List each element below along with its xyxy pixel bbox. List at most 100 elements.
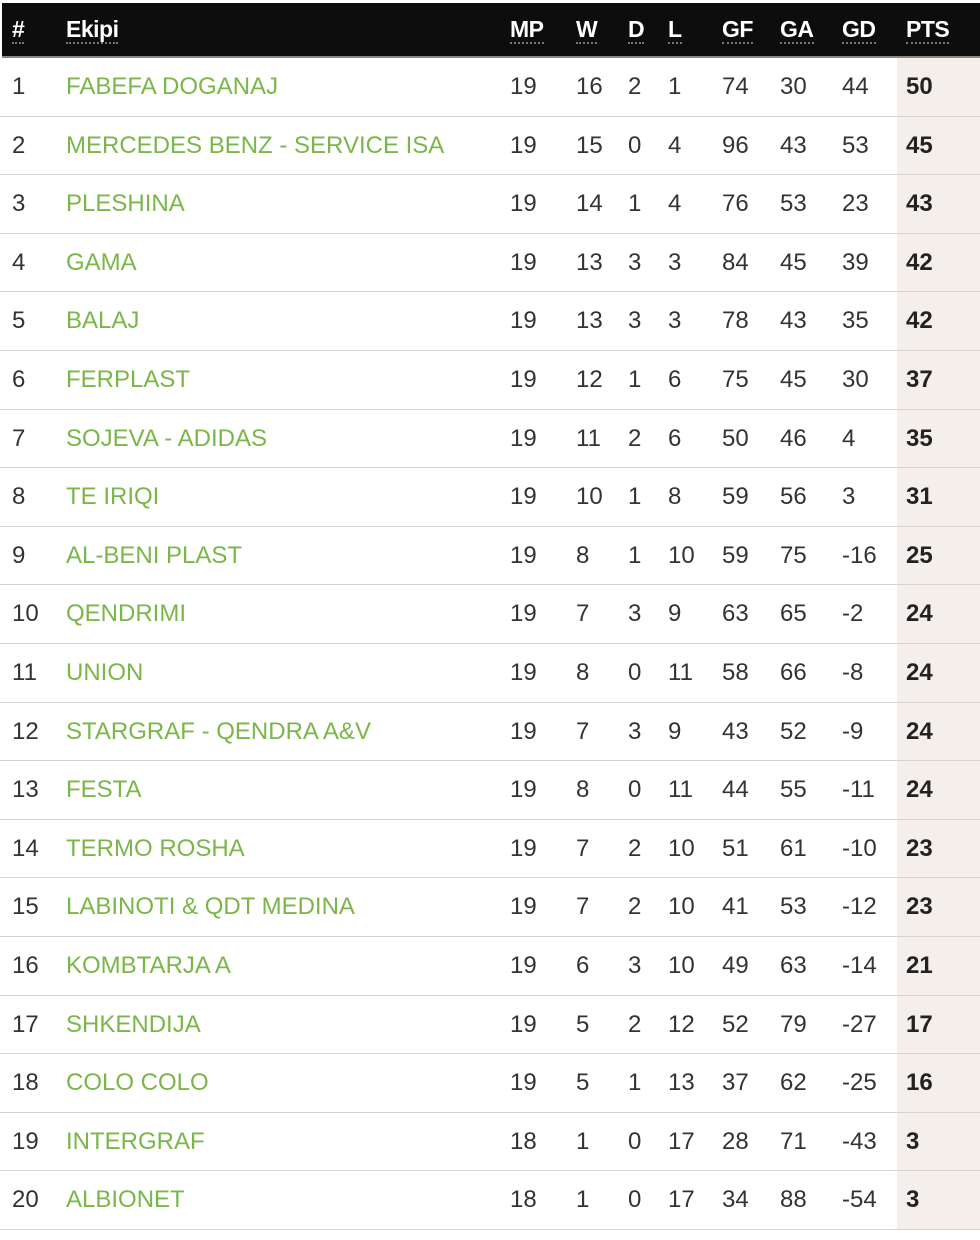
header-pts[interactable]: PTS (906, 16, 950, 44)
team-name[interactable]: PLESHINA (66, 190, 185, 218)
team-name[interactable]: STARGRAF - QENDRA A&V (66, 717, 371, 745)
team-name[interactable]: MERCEDES BENZ - SERVICE ISA (66, 131, 445, 159)
position: 13 (12, 776, 39, 804)
table-row: 7 SOJEVA - ADIDAS 19 11 2 6 50 46 4 35 (0, 410, 980, 469)
losses: 4 (668, 131, 682, 159)
table-row: 16 KOMBTARJA A 19 6 3 10 49 63 -14 21 (0, 937, 980, 996)
wins: 8 (576, 659, 590, 686)
matches-played: 19 (510, 131, 537, 159)
losses: 1 (668, 73, 682, 100)
header-l[interactable]: L (668, 16, 682, 44)
goals-for: 49 (722, 952, 749, 979)
goals-against: 43 (780, 307, 807, 335)
team-name[interactable]: FABEFA DOGANAJ (66, 73, 279, 100)
matches-played: 18 (510, 1127, 537, 1155)
losses: 9 (668, 600, 682, 628)
draws: 1 (628, 190, 642, 218)
position: 9 (12, 541, 26, 569)
table-row: 3 PLESHINA 19 14 1 4 76 53 23 43 (0, 175, 980, 234)
team-name[interactable]: SHKENDIJA (66, 1010, 201, 1038)
wins: 7 (576, 717, 590, 745)
table-row: 2 MERCEDES BENZ - SERVICE ISA 19 15 0 4 96 43 53… (0, 117, 980, 176)
team-name[interactable]: GAMA (66, 248, 137, 276)
matches-played: 18 (510, 1186, 537, 1214)
points: 23 (906, 893, 933, 921)
matches-played: 19 (510, 1010, 537, 1038)
header-gd[interactable]: GD (842, 16, 876, 44)
header-d[interactable]: D (628, 16, 645, 44)
header-position[interactable]: # (12, 16, 25, 44)
losses: 6 (668, 424, 682, 452)
goal-difference: 3 (842, 483, 856, 511)
team-name[interactable]: AL-BENI PLAST (66, 541, 243, 569)
wins: 13 (576, 307, 603, 335)
goals-against: 66 (780, 659, 807, 686)
goals-against: 63 (780, 952, 807, 979)
goal-difference: 44 (842, 73, 869, 100)
position: 8 (12, 483, 26, 511)
goals-against: 43 (780, 131, 807, 159)
goals-against: 45 (780, 366, 807, 393)
goals-for: 51 (722, 834, 749, 862)
draws: 0 (628, 131, 642, 159)
goals-against: 55 (780, 776, 807, 804)
team-name[interactable]: KOMBTARJA A (66, 952, 231, 979)
goals-against: 71 (780, 1127, 807, 1155)
points: 23 (906, 834, 933, 862)
draws: 0 (628, 776, 642, 804)
table-row: 19 INTERGRAF 18 1 0 17 28 71 -43 3 (0, 1113, 980, 1172)
goals-against: 88 (780, 1186, 807, 1214)
team-name[interactable]: TE IRIQI (66, 483, 160, 511)
team-name[interactable]: SOJEVA - ADIDAS (66, 424, 267, 452)
header-mp[interactable]: MP (510, 16, 544, 44)
table-row: 1 FABEFA DOGANAJ 19 16 2 1 74 30 44 50 (0, 58, 980, 117)
team-name[interactable]: COLO COLO (66, 1069, 209, 1097)
position: 6 (12, 366, 26, 393)
team-name[interactable]: INTERGRAF (66, 1127, 205, 1155)
header-gf[interactable]: GF (722, 16, 753, 44)
points: 42 (906, 307, 933, 335)
matches-played: 19 (510, 1069, 537, 1097)
goals-against: 65 (780, 600, 807, 628)
draws: 2 (628, 1010, 642, 1038)
team-name[interactable]: LABINOTI & QDT MEDINA (66, 893, 355, 921)
table-row: 9 AL-BENI PLAST 19 8 1 10 59 75 -16 25 (0, 527, 980, 586)
goals-for: 84 (722, 248, 749, 276)
position: 7 (12, 424, 26, 452)
losses: 3 (668, 248, 682, 276)
goals-for: 75 (722, 366, 749, 393)
wins: 16 (576, 73, 603, 100)
goals-for: 37 (722, 1069, 749, 1097)
goals-for: 59 (722, 483, 749, 511)
header-team[interactable]: Ekipi (66, 16, 119, 44)
table-row: 8 TE IRIQI 19 10 1 8 59 56 3 31 (0, 468, 980, 527)
goals-for: 44 (722, 776, 749, 804)
goals-against: 75 (780, 541, 807, 569)
team-name[interactable]: BALAJ (66, 307, 140, 335)
wins: 5 (576, 1010, 590, 1038)
points: 24 (906, 776, 933, 804)
points-column-highlight (897, 58, 980, 1230)
header-ga[interactable]: GA (780, 16, 814, 44)
position: 12 (12, 717, 39, 745)
position: 18 (12, 1069, 39, 1097)
losses: 3 (668, 307, 682, 335)
team-name[interactable]: QENDRIMI (66, 600, 186, 628)
table-row: 14 TERMO ROSHA 19 7 2 10 51 61 -10 23 (0, 820, 980, 879)
goals-for: 28 (722, 1127, 749, 1155)
header-w[interactable]: W (576, 16, 598, 44)
goals-against: 46 (780, 424, 807, 452)
goals-for: 43 (722, 717, 749, 745)
points: 3 (906, 1127, 920, 1155)
matches-played: 19 (510, 190, 537, 218)
team-name[interactable]: ALBIONET (66, 1186, 185, 1214)
goals-against: 53 (780, 190, 807, 218)
team-name[interactable]: UNION (66, 659, 144, 686)
team-name[interactable]: FESTA (66, 776, 142, 804)
position: 5 (12, 307, 26, 335)
team-name[interactable]: TERMO ROSHA (66, 834, 245, 862)
goals-against: 53 (780, 893, 807, 921)
goals-against: 56 (780, 483, 807, 511)
position: 17 (12, 1010, 39, 1038)
team-name[interactable]: FERPLAST (66, 366, 191, 393)
